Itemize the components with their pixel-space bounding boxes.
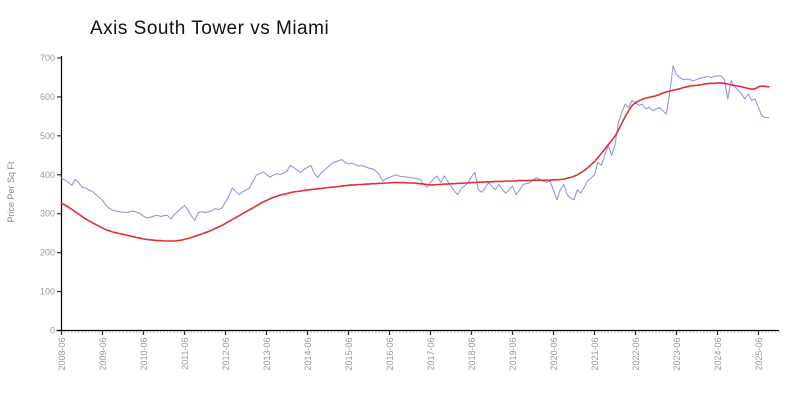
y-tick-label: 200: [40, 248, 55, 258]
y-tick-label: 0: [50, 326, 55, 336]
series-line-axis-south-tower: [60, 65, 770, 221]
y-tick-label: 600: [40, 92, 55, 102]
x-tick-label: 2025-06: [754, 338, 764, 371]
x-tick-label: 2019-06: [508, 338, 518, 371]
x-tick-label: 2013-06: [262, 338, 272, 371]
x-tick-label: 2023-06: [672, 338, 682, 371]
x-tick-label: 2018-06: [467, 338, 477, 371]
series-line-miami: [60, 82, 770, 242]
x-tick-label: 2008-06: [57, 338, 67, 371]
y-tick-label: 700: [40, 53, 55, 63]
x-tick-label: 2022-06: [631, 338, 641, 371]
x-tick-label: 2017-06: [426, 338, 436, 371]
y-tick-label: 300: [40, 209, 55, 219]
y-tick-label: 500: [40, 131, 55, 141]
x-tick-label: 2020-06: [549, 338, 559, 371]
chart-title: Axis South Tower vs Miami: [90, 18, 330, 39]
y-tick-label: 100: [40, 287, 55, 297]
y-tick-label: 400: [40, 170, 55, 180]
x-tick-label: 2015-06: [344, 338, 354, 371]
x-tick-label: 2011-06: [180, 338, 190, 370]
x-tick-label: 2010-06: [139, 338, 149, 371]
x-tick-label: 2016-06: [385, 338, 395, 371]
x-tick-label: 2021-06: [590, 338, 600, 371]
x-tick-label: 2024-06: [713, 338, 723, 371]
x-tick-label: 2014-06: [303, 338, 313, 371]
y-axis-title: Price Per Sq Ft: [6, 161, 16, 223]
x-tick-label: 2012-06: [221, 338, 231, 371]
x-tick-label: 2009-06: [98, 338, 108, 371]
